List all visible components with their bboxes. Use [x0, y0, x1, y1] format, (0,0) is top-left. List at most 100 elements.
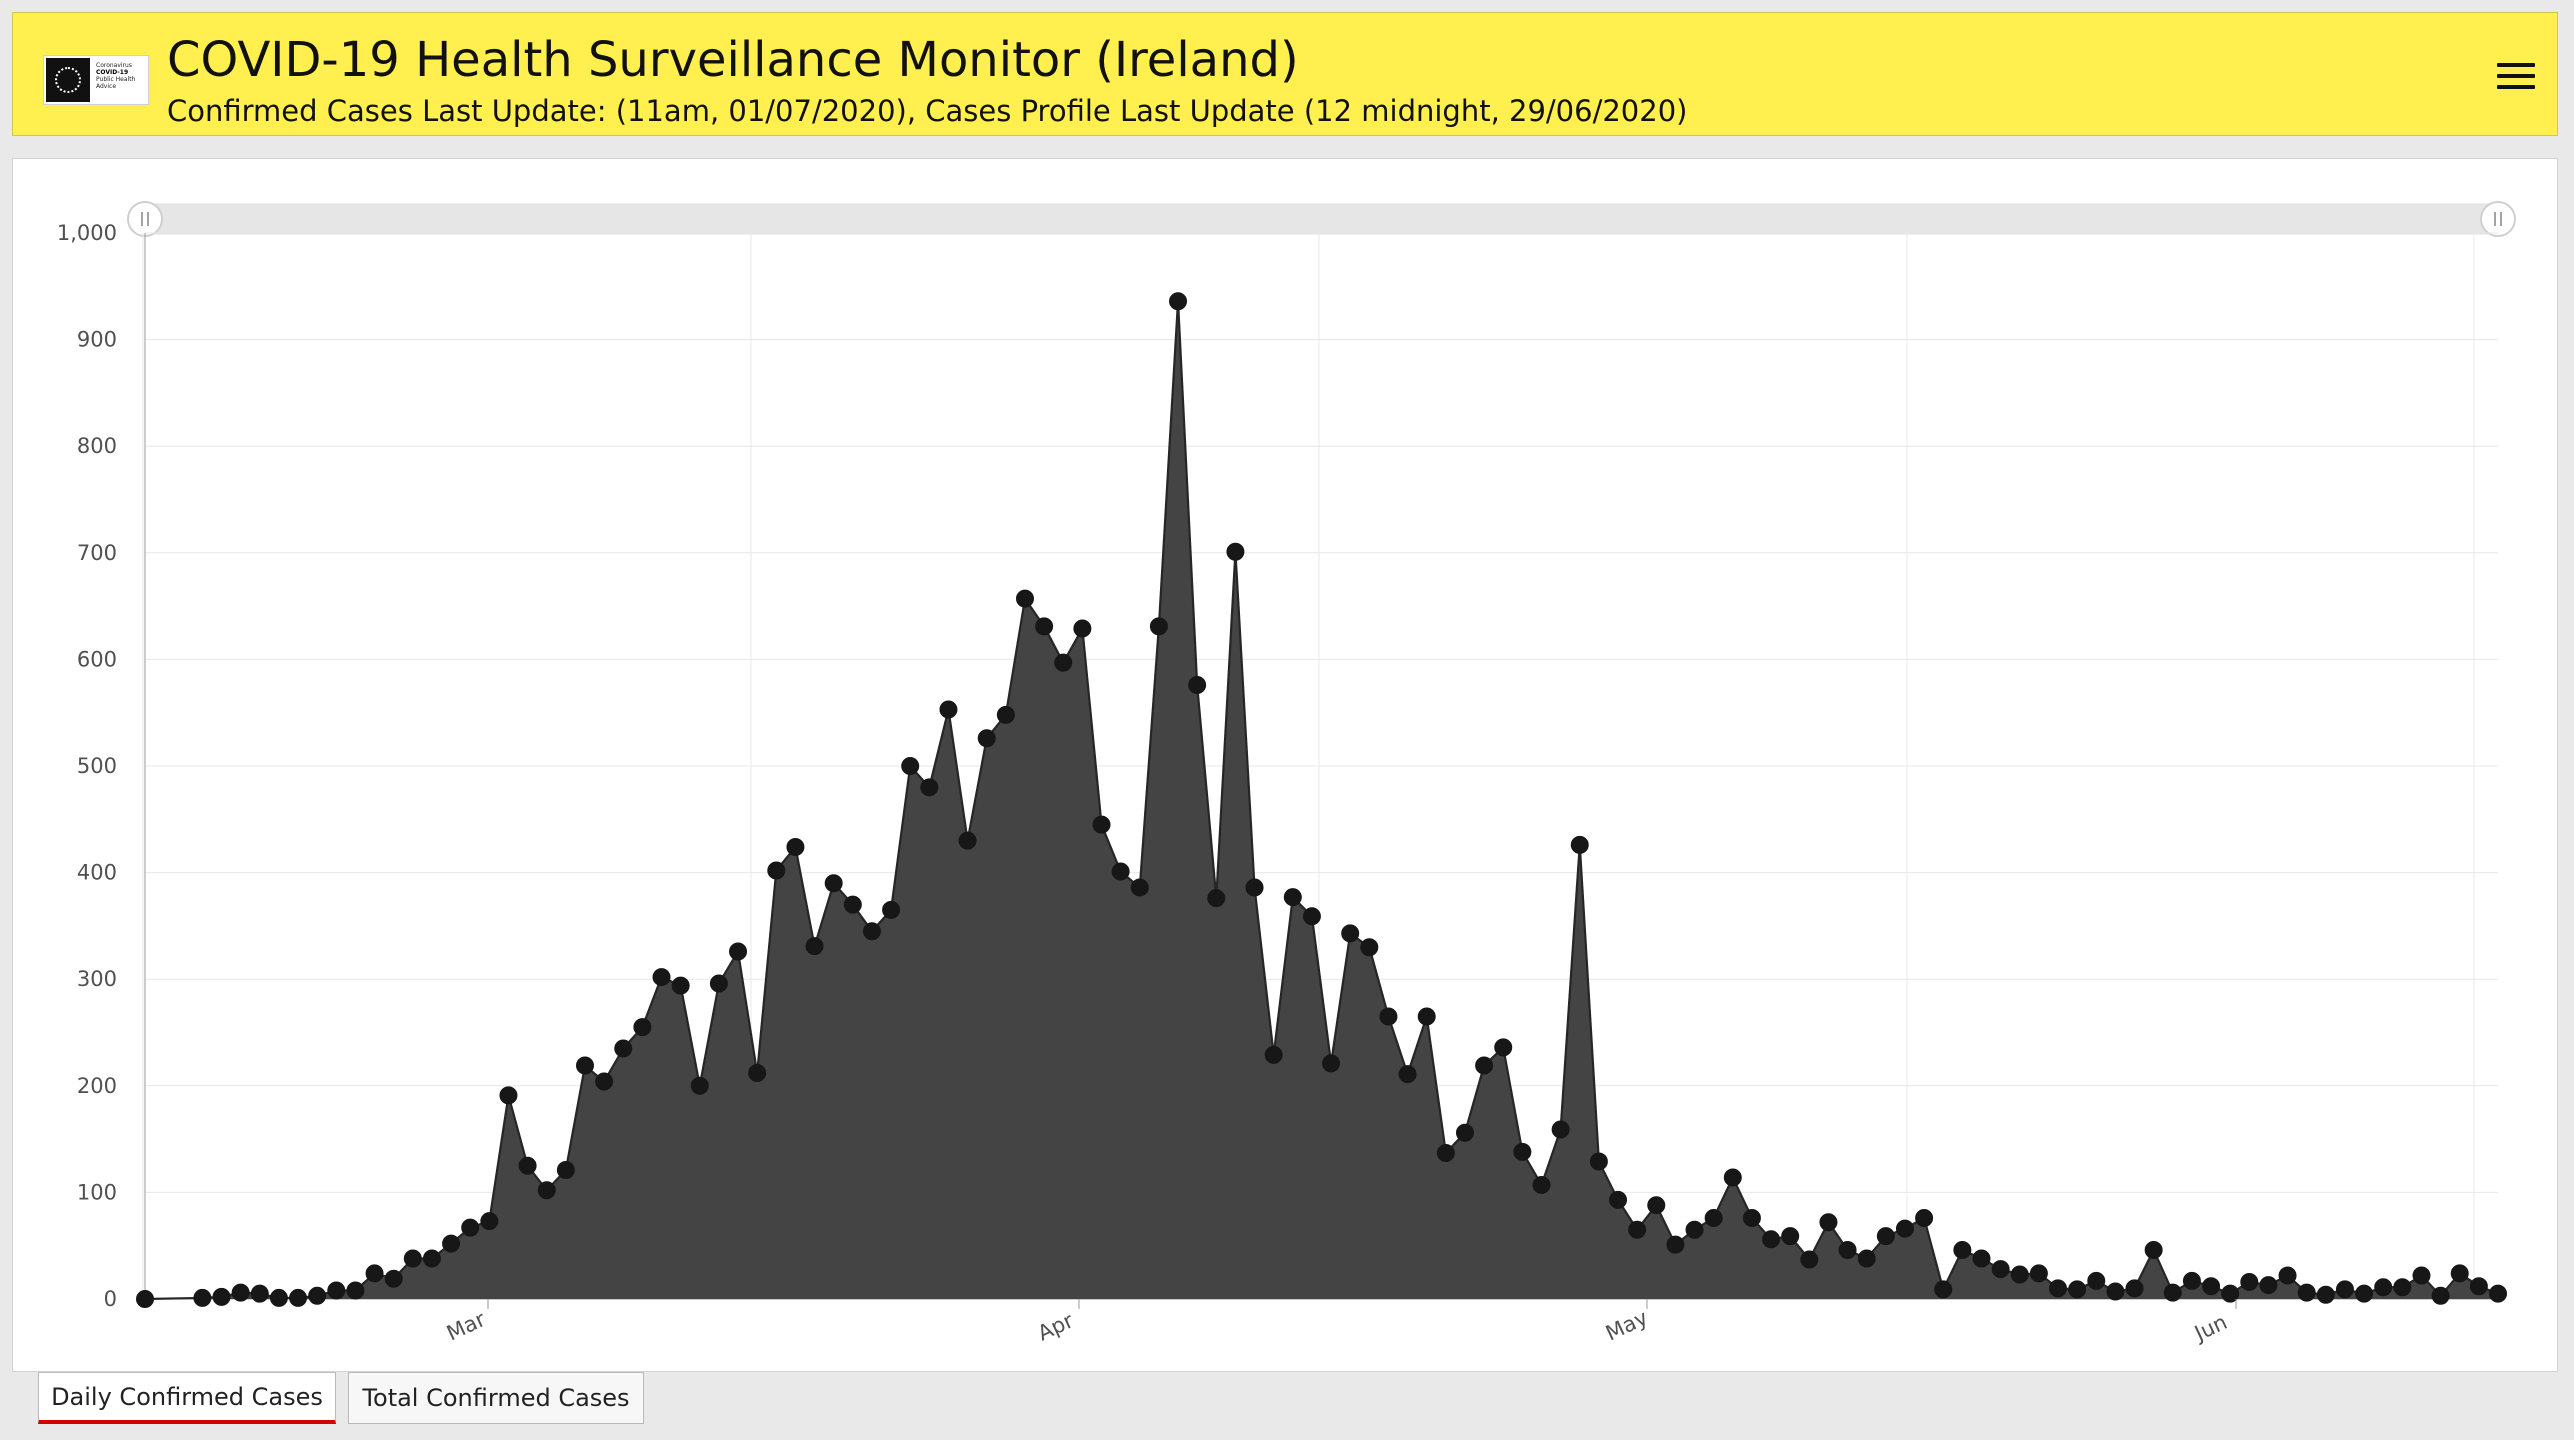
data-point [2316, 1285, 2335, 1304]
covid-logo: Coronavirus COVID-19 Public Health Advic… [43, 55, 149, 105]
logo-caption: Coronavirus COVID-19 Public Health Advic… [96, 62, 146, 90]
x-tick-label: Apr [1034, 1308, 1077, 1345]
y-tick-label: 300 [77, 967, 117, 991]
data-point [824, 874, 843, 893]
data-point [805, 937, 824, 956]
chart-scrollbar-track [144, 203, 2499, 235]
data-point [1188, 675, 1207, 694]
data-point [652, 968, 671, 987]
y-tick-label: 900 [77, 328, 117, 352]
data-point [1570, 835, 1589, 854]
data-point [1666, 1235, 1685, 1254]
data-point [2259, 1276, 2278, 1295]
data-point [2068, 1280, 2087, 1299]
last-update-subtitle: Confirmed Cases Last Update: (11am, 01/0… [167, 94, 1688, 128]
data-point [2029, 1264, 2048, 1283]
scrollbar-right-handle[interactable] [2480, 201, 2516, 237]
data-point [2431, 1286, 2450, 1305]
data-point [862, 922, 881, 941]
hamburger-menu-icon [2497, 85, 2535, 89]
data-point [1800, 1250, 1819, 1269]
data-point [1895, 1219, 1914, 1238]
y-tick-label: 400 [77, 861, 117, 885]
data-point [1130, 878, 1149, 897]
data-point [1302, 907, 1321, 926]
logo-text-line-2: COVID-19 [96, 69, 129, 76]
covid-logo-badge [46, 58, 90, 102]
data-point [1379, 1007, 1398, 1026]
data-point [2144, 1240, 2163, 1259]
hamburger-menu-button[interactable] [2493, 57, 2539, 95]
data-point [786, 838, 805, 857]
data-point [346, 1281, 365, 1300]
data-point [1513, 1142, 1532, 1161]
hamburger-menu-icon [2497, 63, 2535, 67]
data-point [1226, 542, 1245, 561]
tab-daily-confirmed-cases[interactable]: Daily Confirmed Cases [38, 1372, 336, 1424]
data-point [1398, 1065, 1417, 1084]
data-point [1092, 815, 1111, 834]
y-tick-label: 800 [77, 434, 117, 458]
data-point [537, 1181, 556, 1200]
data-point [709, 974, 728, 993]
data-point [2393, 1278, 2412, 1297]
data-point [977, 729, 996, 748]
data-point [2049, 1279, 2068, 1298]
x-tick-label: Mar [443, 1307, 489, 1346]
data-point [1169, 292, 1188, 311]
data-point [2412, 1266, 2431, 1285]
data-point [1111, 862, 1130, 881]
app-header: Coronavirus COVID-19 Public Health Advic… [12, 12, 2558, 136]
data-point [136, 1290, 154, 1308]
tab-total-confirmed-cases[interactable]: Total Confirmed Cases [348, 1372, 644, 1424]
data-point [556, 1161, 575, 1180]
data-point [2355, 1284, 2374, 1303]
y-tick-label: 1,000 [57, 221, 117, 245]
data-point [518, 1156, 537, 1175]
data-point [2202, 1277, 2221, 1296]
data-point [1876, 1227, 1895, 1246]
data-point [308, 1286, 327, 1305]
data-point [1455, 1123, 1474, 1142]
data-point [1436, 1143, 1455, 1162]
daily-cases-area [145, 301, 2498, 1299]
data-point [289, 1288, 308, 1307]
data-point [1322, 1054, 1341, 1073]
data-point [2335, 1280, 2354, 1299]
data-point [1589, 1152, 1608, 1171]
data-point [958, 831, 977, 850]
data-point [1953, 1240, 1972, 1259]
data-point [1762, 1230, 1781, 1249]
data-point [1494, 1038, 1513, 1057]
y-tick-label: 100 [77, 1180, 117, 1204]
data-point [1283, 888, 1302, 907]
data-point [901, 757, 920, 775]
data-point [2125, 1279, 2144, 1298]
scrollbar-left-handle[interactable] [127, 201, 163, 237]
y-tick-label: 0 [104, 1287, 117, 1311]
data-point [939, 700, 958, 719]
data-point [671, 976, 690, 995]
data-point [2010, 1265, 2029, 1284]
data-point [1742, 1208, 1761, 1227]
data-point [1685, 1220, 1704, 1239]
data-point [1532, 1175, 1551, 1194]
data-point [250, 1284, 269, 1303]
data-point [2106, 1282, 2125, 1301]
data-point [843, 895, 862, 914]
y-tick-label: 700 [77, 541, 117, 565]
data-point [2374, 1278, 2393, 1297]
data-point [1915, 1208, 1934, 1227]
data-point [2469, 1277, 2488, 1296]
data-point [2278, 1266, 2297, 1285]
data-point [193, 1288, 212, 1307]
data-point [1857, 1249, 1876, 1268]
data-point [575, 1056, 594, 1075]
data-point [1819, 1213, 1838, 1232]
data-point [729, 942, 748, 961]
data-point [1341, 924, 1360, 943]
y-tick-label: 500 [77, 754, 117, 778]
data-point [1723, 1168, 1742, 1187]
data-point [1054, 653, 1073, 672]
y-tick-label: 600 [77, 647, 117, 671]
